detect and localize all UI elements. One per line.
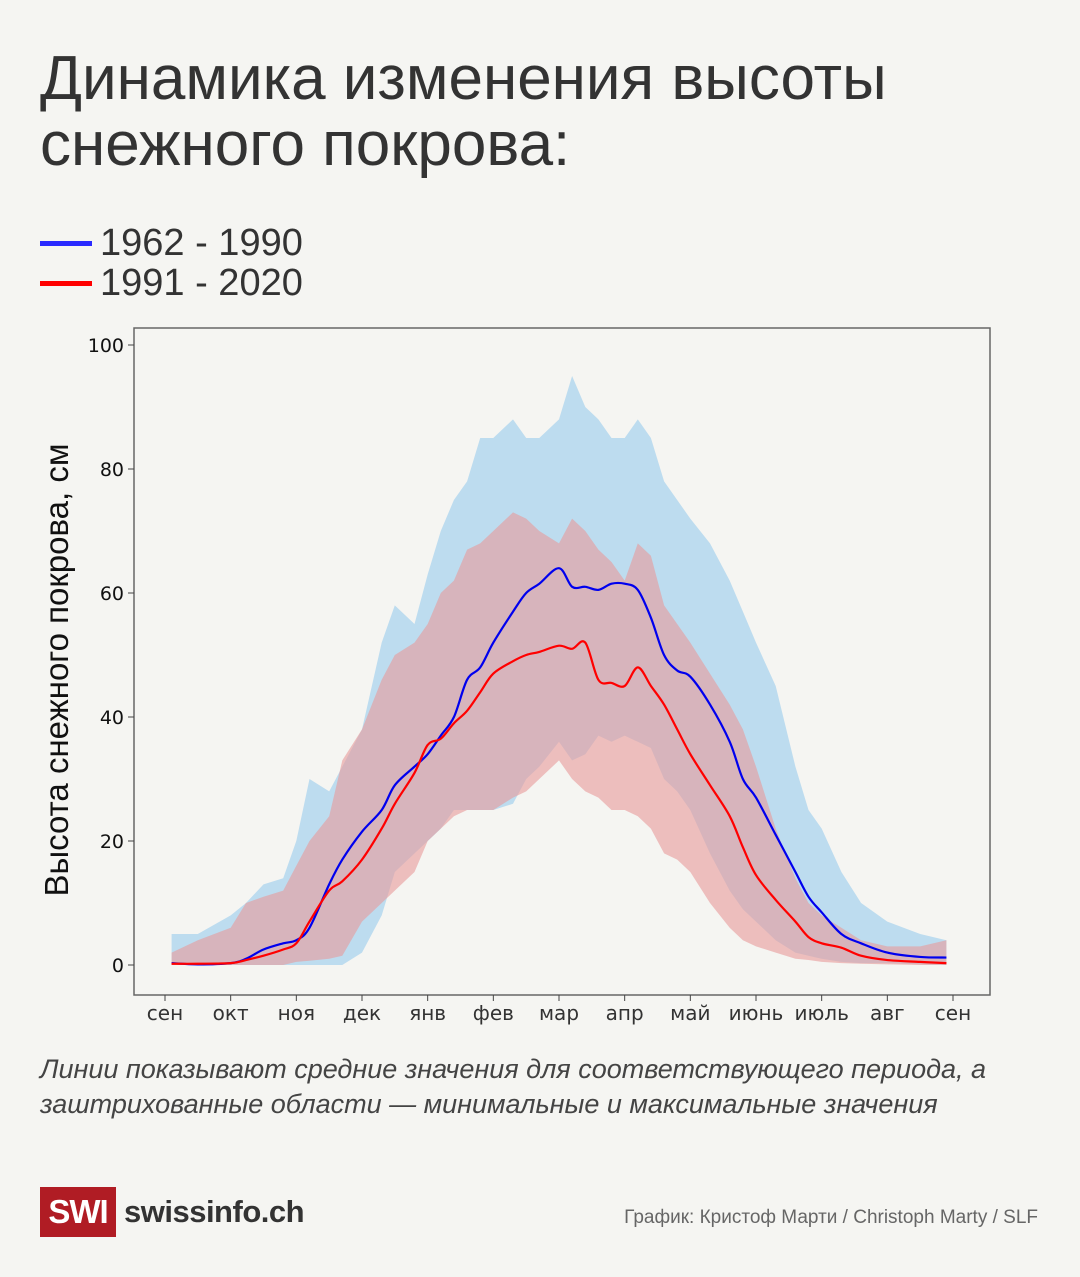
site-name: swissinfo.ch <box>124 1194 305 1229</box>
plot-frame <box>133 327 991 996</box>
legend-item-1962-1990: 1962 - 1990 <box>40 222 303 265</box>
x-tick-label: фев <box>473 1001 514 1025</box>
legend-swatch <box>40 241 92 246</box>
legend-item-1991-2020: 1991 - 2020 <box>40 262 303 305</box>
x-tick-label: авг <box>870 1001 905 1025</box>
x-tick-label: июль <box>794 1001 848 1025</box>
legend-label: 1991 - 2020 <box>100 262 303 304</box>
x-tick-label: мар <box>539 1001 579 1025</box>
x-tick-label: июнь <box>729 1001 784 1025</box>
x-tick-label: май <box>670 1001 710 1025</box>
x-tick-label: апр <box>606 1001 644 1025</box>
legend-swatch <box>40 281 92 286</box>
y-tick-label: 100 <box>88 335 124 357</box>
x-tick-label: янв <box>409 1001 446 1025</box>
y-axis-label: Высота снежного покрова, см <box>38 443 75 896</box>
range-band-1 <box>171 512 947 965</box>
y-tick-label: 20 <box>100 831 124 853</box>
chart-caption: Линии показывают средние значения для со… <box>40 1054 987 1119</box>
y-tick-label: 80 <box>100 459 124 481</box>
swi-logo-box: SWI <box>40 1187 116 1237</box>
y-tick-label: 0 <box>112 955 124 977</box>
x-tick-label: ноя <box>278 1001 315 1025</box>
x-tick-label: сен <box>935 1001 971 1025</box>
chart-credit: График: Кристоф Марти / Christoph Marty … <box>624 1207 1038 1228</box>
x-tick-label: окт <box>213 1001 249 1025</box>
page-title: Динамика изменения высоты снежного покро… <box>40 44 887 179</box>
y-tick-label: 60 <box>100 583 124 605</box>
mean-line-1 <box>171 640 947 965</box>
legend-label: 1962 - 1990 <box>100 222 303 264</box>
x-tick-label: сен <box>147 1001 183 1025</box>
x-tick-label: дек <box>343 1001 381 1025</box>
y-tick-label: 40 <box>100 707 124 729</box>
swissinfo-logo[interactable]: SWI swissinfo.ch <box>40 1187 305 1237</box>
snow-depth-chart: 0 20 40 60 80 100 сен окт ноя дек янв фев мар апр май… <box>38 327 991 1025</box>
